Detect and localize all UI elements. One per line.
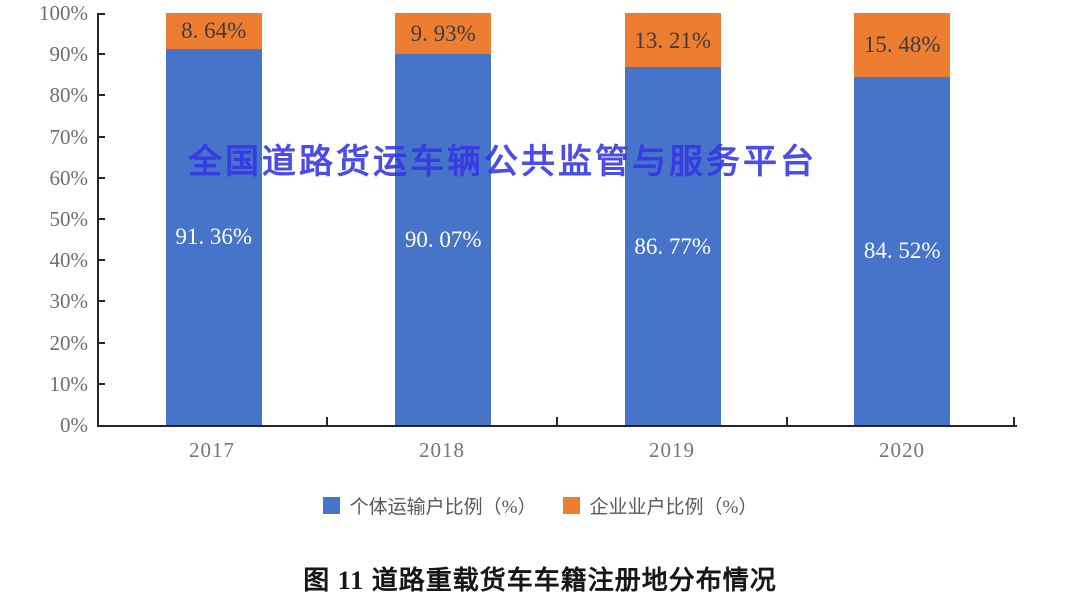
- data-label-individual: 91. 36%: [175, 224, 253, 250]
- bar-group-2017: 8. 64% 91. 36%: [99, 13, 329, 425]
- y-axis-label-90: 90%: [49, 42, 89, 66]
- data-label-enterprise: 13. 21%: [634, 27, 712, 53]
- x-tick: [326, 417, 328, 425]
- data-label-individual: 90. 07%: [404, 226, 482, 252]
- y-axis-label-50: 50%: [49, 207, 89, 231]
- legend-item-individual: 个体运输户比例（%）: [322, 492, 537, 519]
- x-axis-label-2017: 2017: [189, 438, 235, 462]
- y-tick: [97, 218, 105, 220]
- y-tick: [97, 136, 105, 138]
- y-tick: [97, 94, 105, 96]
- data-label-enterprise: 8. 64%: [181, 18, 247, 44]
- segment-enterprise: 15. 48%: [854, 13, 951, 77]
- legend-swatch-blue-icon: [322, 497, 340, 514]
- y-axis-label-80: 80%: [49, 83, 89, 107]
- y-axis-label-70: 70%: [49, 125, 89, 149]
- y-axis-label-20: 20%: [49, 331, 89, 355]
- segment-enterprise: 8. 64%: [165, 13, 262, 49]
- y-tick: [97, 177, 105, 179]
- y-tick: [97, 342, 105, 344]
- plot-area: 8. 64% 91. 36% 9. 93% 90. 07% 13. 21%: [97, 13, 1017, 427]
- segment-enterprise: 13. 21%: [624, 13, 721, 68]
- y-axis-label-100: 100%: [39, 1, 88, 25]
- legend-label-individual: 个体运输户比例（%）: [349, 497, 537, 518]
- segment-individual: 86. 77%: [624, 67, 721, 425]
- data-label-enterprise: 15. 48%: [863, 32, 941, 58]
- legend: 个体运输户比例（%） 企业业户比例（%）: [0, 492, 1080, 519]
- data-label-individual: 86. 77%: [634, 233, 712, 259]
- x-axis-label-2018: 2018: [419, 438, 465, 462]
- y-tick: [97, 53, 105, 55]
- y-tick: [97, 383, 105, 385]
- stacked-bar-2020: 15. 48% 84. 52%: [854, 13, 951, 425]
- bar-group-2018: 9. 93% 90. 07%: [329, 13, 559, 425]
- segment-enterprise: 9. 93%: [395, 13, 492, 54]
- x-tick: [1013, 417, 1015, 425]
- data-label-individual: 84. 52%: [863, 238, 941, 264]
- legend-label-enterprise: 企业业户比例（%）: [589, 497, 758, 518]
- x-axis-label-2020: 2020: [879, 438, 925, 462]
- stacked-bar-2017: 8. 64% 91. 36%: [165, 13, 262, 425]
- y-tick: [97, 259, 105, 261]
- y-tick: [97, 13, 105, 15]
- y-axis-label-10: 10%: [49, 372, 89, 396]
- segment-individual: 91. 36%: [165, 48, 262, 425]
- legend-swatch-orange-icon: [562, 497, 580, 514]
- bar-group-2019: 13. 21% 86. 77%: [558, 13, 788, 425]
- data-label-enterprise: 9. 93%: [410, 20, 476, 46]
- bar-group-2020: 15. 48% 84. 52%: [788, 13, 1018, 425]
- x-tick: [556, 417, 558, 425]
- y-axis-label-60: 60%: [49, 166, 89, 190]
- y-tick: [97, 300, 105, 302]
- x-tick: [786, 417, 788, 425]
- y-axis-label-30: 30%: [49, 289, 89, 313]
- segment-individual: 84. 52%: [854, 76, 951, 425]
- watermark-text: 全国道路货运车辆公共监管与服务平台: [188, 143, 817, 181]
- x-axis-label-2019: 2019: [649, 438, 695, 462]
- legend-item-enterprise: 企业业户比例（%）: [562, 492, 758, 519]
- y-axis-label-0: 0%: [60, 413, 88, 437]
- stacked-bar-2019: 13. 21% 86. 77%: [624, 13, 721, 425]
- figure-caption: 图 11 道路重载货车车籍注册地分布情况: [303, 566, 777, 595]
- y-axis-label-40: 40%: [49, 248, 89, 272]
- segment-individual: 90. 07%: [395, 53, 492, 425]
- stacked-bar-2018: 9. 93% 90. 07%: [395, 13, 492, 425]
